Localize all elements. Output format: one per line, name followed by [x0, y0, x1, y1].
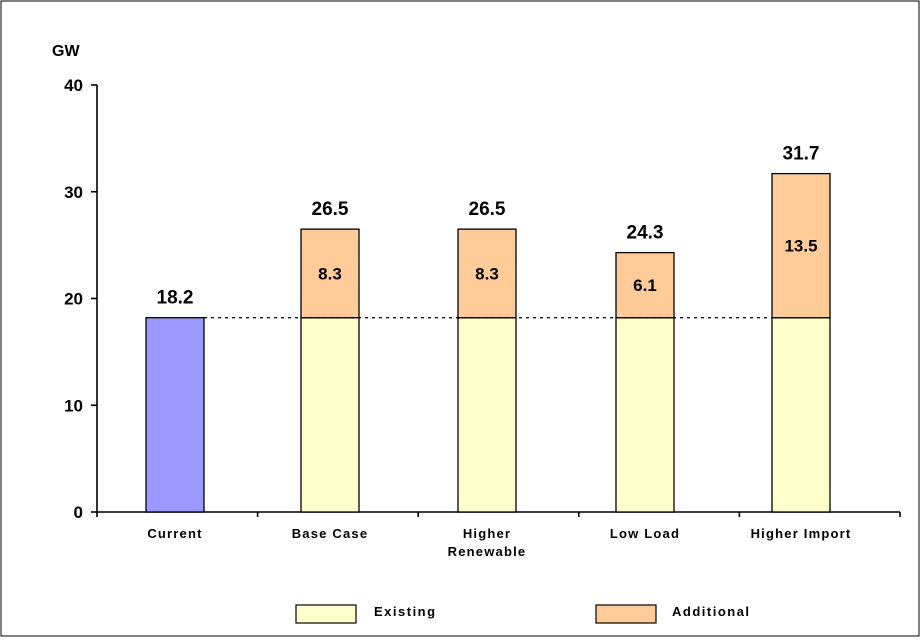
bar-existing — [771, 317, 831, 513]
data-label-additional: 8.3 — [318, 264, 342, 283]
data-label-total: 26.5 — [312, 199, 349, 220]
bar-additional — [615, 251, 675, 319]
data-label-total: 18.2 — [157, 288, 194, 309]
legend-swatch — [295, 604, 357, 624]
x-axis: Current Base Case Higher Renewable Low Load H… — [96, 511, 901, 559]
y-axis-label: GW — [52, 43, 80, 60]
y-tick-label: 10 — [64, 396, 83, 415]
data-label-total: 31.7 — [783, 144, 820, 165]
bar-existing — [615, 317, 675, 513]
bar-additional — [457, 228, 517, 319]
data-label-additional: 13.5 — [784, 237, 817, 256]
bar-existing — [457, 317, 517, 513]
y-tick-label: 0 — [74, 503, 83, 522]
x-tick-label: Higher — [463, 526, 511, 541]
x-tick-label: Renewable — [448, 544, 527, 559]
bar-existing — [300, 317, 360, 513]
data-label-additional: 8.3 — [475, 264, 499, 283]
data-label-total: 26.5 — [469, 199, 506, 220]
y-tick-label: 30 — [64, 183, 83, 202]
x-tick-label: Low Load — [610, 526, 680, 541]
bar-current — [145, 317, 205, 513]
x-tick-label: Base Case — [292, 526, 369, 541]
legend-swatch — [595, 604, 657, 624]
bar-additional — [300, 228, 360, 319]
x-tick-label: Higher Import — [751, 526, 852, 541]
legend-label: Additional — [672, 604, 751, 619]
legend-label: Existing — [374, 604, 437, 619]
data-label-additional: 6.1 — [633, 276, 657, 295]
legend: Existing Additional — [295, 604, 751, 624]
bar-additional — [771, 172, 831, 319]
bars — [145, 172, 831, 513]
y-axis: 0 10 20 30 40 — [64, 76, 98, 522]
data-label-total: 24.3 — [627, 223, 664, 244]
y-tick-label: 40 — [64, 76, 83, 95]
y-tick-label: 20 — [64, 290, 83, 309]
data-labels: 8.3 8.3 6.1 13.5 18.2 26.5 26.5 24.3 31.7 — [157, 144, 820, 309]
x-tick-label: Current — [147, 526, 202, 541]
